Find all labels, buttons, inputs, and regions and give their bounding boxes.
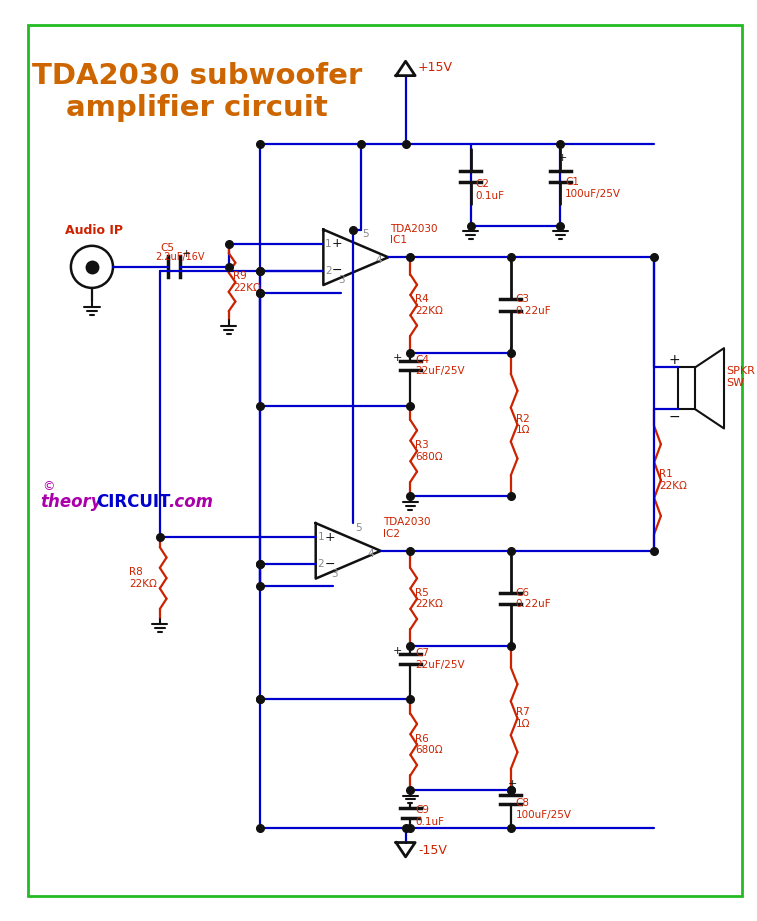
Text: R4
22KΩ: R4 22KΩ [415,295,443,316]
Text: 2.2uF/16V: 2.2uF/16V [155,252,204,262]
Text: ©: © [42,480,55,494]
Text: R1
22KΩ: R1 22KΩ [659,470,687,491]
Text: 4: 4 [367,549,374,559]
Text: R3
680Ω: R3 680Ω [415,440,443,461]
Text: C2
0.1uF: C2 0.1uF [475,179,504,201]
Text: R5
22KΩ: R5 22KΩ [415,588,443,610]
Text: Audio IP: Audio IP [65,224,123,237]
Text: C1
100uF/25V: C1 100uF/25V [565,177,621,199]
Text: TDA2030
IC1: TDA2030 IC1 [391,224,438,245]
Text: +: + [393,353,403,363]
Text: C9
0.1uF: C9 0.1uF [415,805,444,826]
Text: +: + [558,153,567,163]
Text: C4
22uF/25V: C4 22uF/25V [415,355,465,376]
Text: R7
1Ω: R7 1Ω [516,707,530,729]
Text: −: − [332,264,342,277]
Text: C8
100uF/25V: C8 100uF/25V [516,799,572,820]
Text: +: + [393,647,403,657]
Text: 5: 5 [355,523,362,533]
Text: 5: 5 [363,229,369,239]
Text: C3
0.22uF: C3 0.22uF [516,295,551,316]
Text: 2: 2 [326,265,332,275]
Text: -15V: -15V [418,844,447,857]
Text: CIRCUIT: CIRCUIT [96,493,170,511]
Text: C5: C5 [160,243,175,252]
Text: +: + [508,779,517,789]
Text: R6
680Ω: R6 680Ω [415,734,443,755]
Text: 3: 3 [331,569,338,578]
Text: −: − [668,410,681,424]
Text: 1: 1 [326,239,332,249]
Text: theory: theory [40,493,102,511]
Text: 2: 2 [318,559,324,569]
Text: R8
22KΩ: R8 22KΩ [129,567,157,589]
Text: TDA2030 subwoofer
amplifier circuit: TDA2030 subwoofer amplifier circuit [32,62,363,122]
Text: 4: 4 [375,255,382,265]
Text: SPKR
SW: SPKR SW [726,366,755,388]
Text: 3: 3 [338,275,345,286]
Text: +: + [324,531,335,544]
Text: .com: .com [169,493,213,511]
Text: C7
22uF/25V: C7 22uF/25V [415,648,465,670]
Text: +: + [668,353,681,367]
Text: −: − [324,558,335,571]
Text: +: + [182,250,192,260]
Text: R2
1Ω: R2 1Ω [516,414,530,436]
Bar [678,367,696,409]
Text: C6
0.22uF: C6 0.22uF [516,588,551,610]
Text: 1: 1 [318,532,324,542]
Text: R9
22KΩ: R9 22KΩ [233,272,261,293]
Text: +15V: +15V [418,62,453,75]
Text: TDA2030
IC2: TDA2030 IC2 [382,517,430,539]
Text: +: + [332,238,343,251]
